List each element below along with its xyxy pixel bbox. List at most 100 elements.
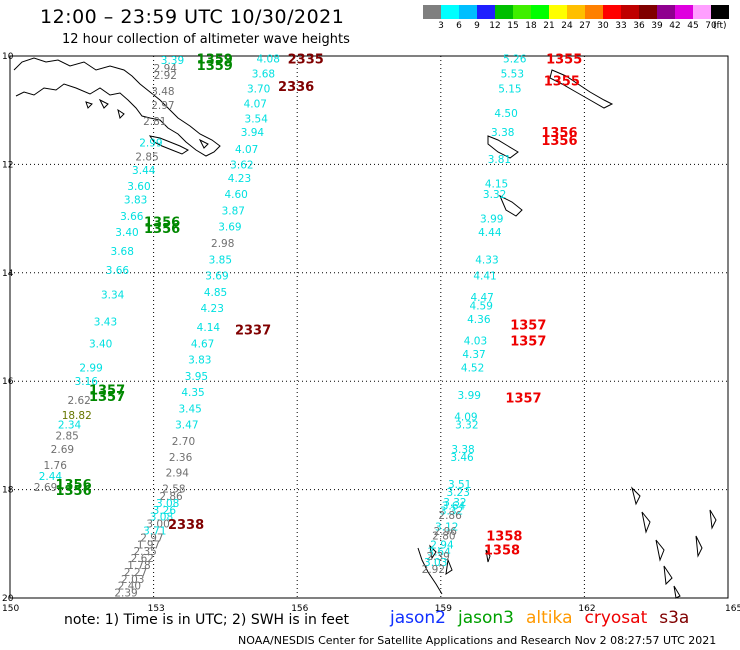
wave-height-label: 1.97 xyxy=(137,539,160,551)
wave-height-label: 5.53 xyxy=(501,68,524,80)
wave-height-label: 3.26 xyxy=(153,505,177,517)
colorbar-swatch xyxy=(711,5,729,19)
colorbar-unit: (ft) xyxy=(713,21,727,31)
wave-height-label: 2.97 xyxy=(151,100,174,112)
credit-footer: NOAA/NESDIS Center for Satellite Applica… xyxy=(238,634,717,647)
wave-height-label: 3.70 xyxy=(247,84,270,96)
wave-height-label: 3.69 xyxy=(205,271,228,283)
pass-number-label: 1358 xyxy=(484,543,520,558)
wave-height-label: 4.08 xyxy=(257,54,280,66)
wave-height-label: 4.07 xyxy=(244,99,267,111)
wave-height-label: 4.07 xyxy=(235,144,258,156)
wave-height-label: 3.51 xyxy=(448,479,471,491)
wave-height-label: 4.37 xyxy=(462,349,485,361)
wave-height-label: 3.68 xyxy=(111,246,134,258)
lon-label: 159 xyxy=(435,604,452,614)
wave-height-label: 3.83 xyxy=(124,195,147,207)
lon-label: 162 xyxy=(578,604,595,614)
colorbar-swatch xyxy=(549,5,567,19)
colorbar-swatch xyxy=(603,5,621,19)
colorbar-label: 39 xyxy=(651,21,663,31)
wave-height-label: 4.85 xyxy=(204,287,227,299)
pass-number-label: 2335 xyxy=(288,53,324,68)
wave-height-label: 3.54 xyxy=(245,113,269,125)
wave-height-label: 2.99 xyxy=(79,363,102,375)
colorbar-swatch xyxy=(513,5,531,19)
pass-number-label: 1356 xyxy=(541,126,577,141)
wave-height-label: 2.86 xyxy=(438,510,462,522)
wave-height-label: 2.94 xyxy=(430,540,454,552)
wave-height-label: 3.43 xyxy=(94,317,117,329)
pass-number-label: 1357 xyxy=(510,335,546,350)
colorbar-label: 9 xyxy=(474,21,480,31)
wave-height-label: 1.76 xyxy=(44,460,68,472)
colorbar-swatch xyxy=(693,5,711,19)
colorbar-swatch xyxy=(459,5,477,19)
colorbar-label: 24 xyxy=(561,21,573,31)
wave-height-label: 3.34 xyxy=(101,289,125,301)
pass-number-label: 1358 xyxy=(486,530,522,545)
wave-height-label: 3.44 xyxy=(132,165,156,177)
wave-height-label: 18.82 xyxy=(62,410,92,422)
wave-height-label: 3.60 xyxy=(127,181,150,193)
wave-height-label: 3.38 xyxy=(491,127,514,139)
wave-height-label: 3.99 xyxy=(458,390,481,402)
colorbar-label: 3 xyxy=(438,21,444,31)
pass-number-label: 1355 xyxy=(544,74,580,89)
pass-number-label: 1356 xyxy=(144,222,180,237)
wave-height-label: 2.40 xyxy=(118,581,141,593)
colorbar-swatch xyxy=(495,5,513,19)
map-frame xyxy=(9,55,729,599)
wave-height-label: 4.52 xyxy=(461,363,484,375)
pass-number-label: 1357 xyxy=(510,318,546,333)
pass-number-label: 1356 xyxy=(55,484,91,499)
wave-height-label: 3.46 xyxy=(450,452,474,464)
colorbar-swatch xyxy=(621,5,639,19)
wave-height-label: 3.64 xyxy=(442,501,466,513)
wave-height-label: 4.67 xyxy=(191,338,214,350)
legend-item-jason3: jason3 xyxy=(458,608,514,628)
coastlines xyxy=(13,57,717,599)
wave-height-label: 2.34 xyxy=(58,420,82,432)
lon-label: 156 xyxy=(291,604,308,614)
wave-height-label: 2.97 xyxy=(140,532,163,544)
wave-height-label: 4.41 xyxy=(473,271,496,283)
lat-label: 10 xyxy=(2,52,14,62)
wave-height-label: 4.23 xyxy=(228,173,251,185)
wave-height-label: 3.94 xyxy=(241,127,265,139)
wave-height-label: 2.92 xyxy=(422,564,445,576)
legend-item-cryosat: cryosat xyxy=(584,608,648,628)
wave-height-label: 3.47 xyxy=(175,420,198,432)
wave-height-label: 3.95 xyxy=(185,371,208,383)
wave-height-label: 2.58 xyxy=(162,484,185,496)
colorbar: 3 6 9 12 15 18 21 24 27 30 33 36 39 42 45 70 (ft) xyxy=(423,5,729,35)
wave-height-label: 2.96 xyxy=(434,526,458,538)
wave-height-label: 2.94 xyxy=(166,467,190,479)
wave-height-label: 2.69 xyxy=(34,482,57,494)
lon-label: 165 xyxy=(725,604,740,614)
colorbar-swatch xyxy=(477,5,495,19)
wave-height-label: 3.68 xyxy=(252,68,275,80)
wave-height-label: 4.50 xyxy=(494,108,517,120)
colorbar-swatch xyxy=(567,5,585,19)
wave-height-label: 3.08 xyxy=(156,498,179,510)
lon-label: 153 xyxy=(148,604,165,614)
colorbar-swatch xyxy=(423,5,441,19)
wave-height-label: 4.44 xyxy=(478,227,502,239)
colorbar-swatch xyxy=(585,5,603,19)
lat-label: 12 xyxy=(2,160,13,170)
footnote: note: 1) Time is in UTC; 2) SWH is in fe… xyxy=(64,612,350,628)
colorbar-swatch xyxy=(531,5,549,19)
wave-height-label: 2.80 xyxy=(432,531,455,543)
wave-height-label: 1.78 xyxy=(127,560,150,572)
pass-number-label: 1359 xyxy=(197,53,233,68)
wave-height-label: 3.00 xyxy=(146,519,169,531)
coastline-islands-a xyxy=(85,98,125,119)
wave-height-label: 4.03 xyxy=(464,336,487,348)
wave-height-label: 2.85 xyxy=(135,151,158,163)
wave-height-label: 3.66 xyxy=(120,211,144,223)
pass-number-label: 2338 xyxy=(168,518,204,533)
wave-height-label: 4.33 xyxy=(475,254,498,266)
pass-number-label: 2337 xyxy=(235,324,271,339)
